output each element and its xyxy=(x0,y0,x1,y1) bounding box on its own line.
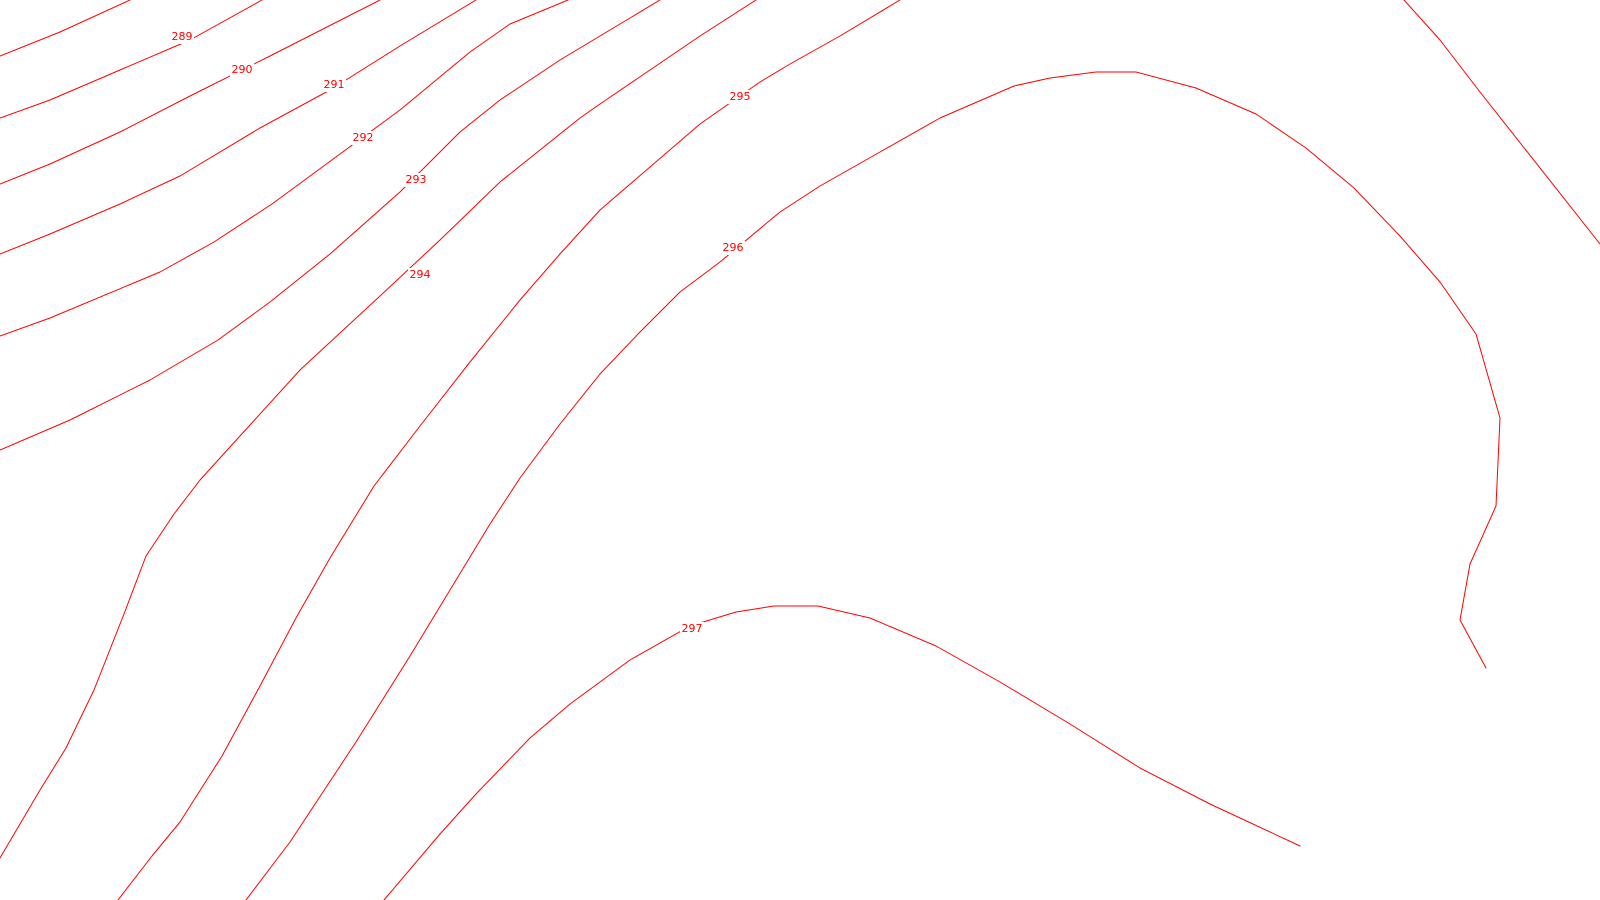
contour-label-text: 295 xyxy=(730,90,751,103)
contour-label-background xyxy=(680,622,704,636)
contour-label-background xyxy=(322,78,346,92)
contour-label-background xyxy=(170,30,194,44)
contour-label-294: 294 xyxy=(408,268,432,282)
contour-line-295-north xyxy=(599,0,757,105)
contour-line-297 xyxy=(245,71,1501,900)
contour-label-text: 292 xyxy=(353,131,374,144)
contour-label-293: 293 xyxy=(404,173,428,187)
contour-line-289 xyxy=(0,0,131,57)
contour-label-text: 296 xyxy=(723,241,744,254)
contour-line-298 xyxy=(383,605,1301,900)
contour-label-290: 290 xyxy=(230,63,254,77)
contour-label-text: 297 xyxy=(682,622,703,635)
contour-label-text: 291 xyxy=(324,78,345,91)
contour-line-296 xyxy=(117,81,761,900)
contour-label-background xyxy=(404,173,428,187)
contour-labels: 289 290 291 292 293 294 295 296 297 xyxy=(170,30,752,636)
contour-line-295-mid xyxy=(0,103,601,859)
contour-label-292: 292 xyxy=(351,131,375,145)
contour-line-292 xyxy=(0,0,477,255)
contour-label-289: 289 xyxy=(170,30,194,44)
contour-label-295: 295 xyxy=(728,90,752,104)
contour-label-text: 290 xyxy=(232,63,253,76)
contour-label-background xyxy=(230,63,254,77)
contour-label-background xyxy=(721,241,745,255)
contour-label-text: 293 xyxy=(406,173,427,186)
contour-line-294 xyxy=(0,0,661,451)
contour-label-291: 291 xyxy=(322,78,346,92)
contour-line-296-ridge xyxy=(1403,0,1600,245)
contour-label-background xyxy=(351,131,375,145)
contour-label-text: 294 xyxy=(410,268,431,281)
contour-label-background xyxy=(408,268,432,282)
contour-label-297: 297 xyxy=(680,622,704,636)
contour-line-296-north xyxy=(759,0,901,83)
contour-label-text: 289 xyxy=(172,30,193,43)
contour-line-293 xyxy=(0,0,569,337)
contour-label-background xyxy=(728,90,752,104)
contour-line-290 xyxy=(0,0,263,119)
contour-label-296: 296 xyxy=(721,241,745,255)
contour-line-291 xyxy=(0,0,381,185)
